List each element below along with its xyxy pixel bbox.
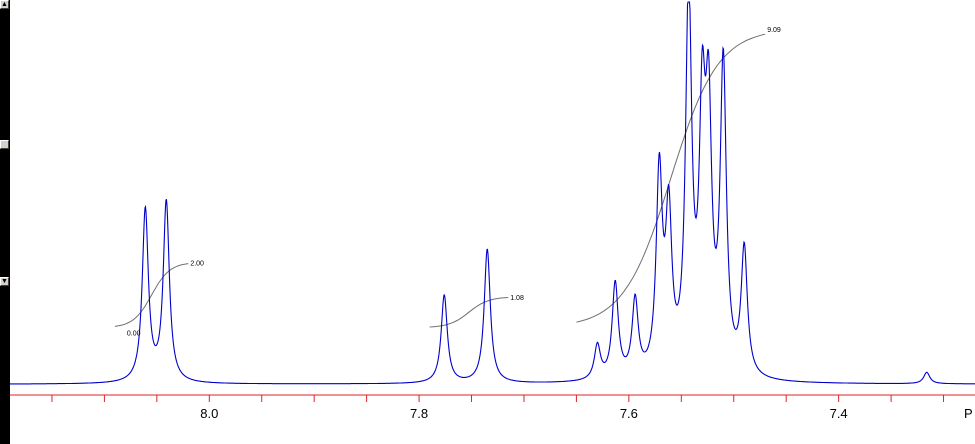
integral-start-label: 0.00 <box>127 331 141 338</box>
integral-curve <box>576 33 766 323</box>
x-tick-label: 7.4 <box>830 406 848 421</box>
spectrum-line <box>10 1 975 385</box>
scroll-up-button[interactable]: ▲ <box>0 0 9 9</box>
x-tick-label: 7.6 <box>620 406 638 421</box>
x-axis: 8.0 7.8 7.6 7.4 P <box>10 394 975 421</box>
x-tick-label: 7.8 <box>410 406 428 421</box>
integral-curve <box>114 263 189 327</box>
axis-unit-label: P <box>964 406 973 421</box>
scroll-thumb[interactable] <box>0 140 9 149</box>
vertical-scrollbar[interactable]: ▲ ▼ <box>0 0 10 444</box>
integral-value-label: 2.00 <box>190 260 204 267</box>
integral-value-label: 9.09 <box>767 27 781 34</box>
integral-curve <box>429 297 509 328</box>
x-tick-label: 8.0 <box>200 406 218 421</box>
integral-value-label: 1.08 <box>510 295 524 302</box>
scroll-down-button[interactable]: ▼ <box>0 277 9 286</box>
integral-layer: 0.00 2.00 1.08 9.09 <box>114 27 781 338</box>
